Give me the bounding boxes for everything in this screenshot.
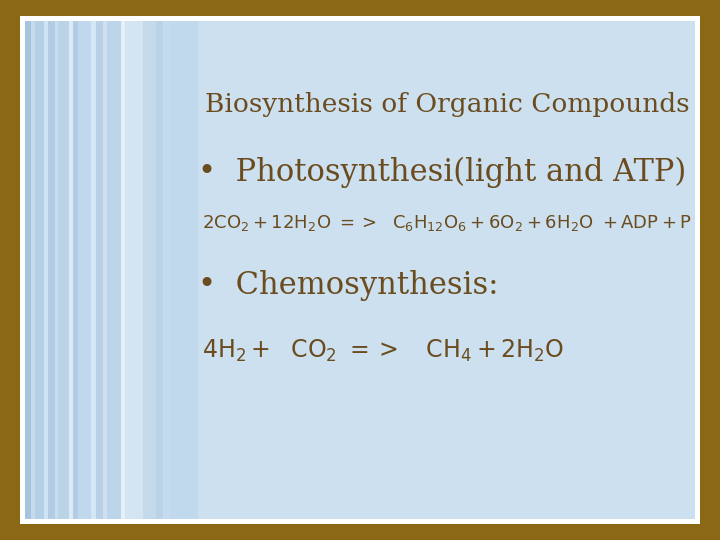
- Text: Biosynthesis of Organic Compounds: Biosynthesis of Organic Compounds: [205, 92, 690, 117]
- Bar: [73, 21, 78, 519]
- Bar: [55, 21, 58, 519]
- Bar: [96, 21, 103, 519]
- Bar: [163, 21, 170, 519]
- Bar: [44, 21, 48, 519]
- Bar: [35, 21, 44, 519]
- Bar: [58, 21, 69, 519]
- Bar: [156, 21, 163, 519]
- Bar: [107, 21, 121, 519]
- Bar: [78, 21, 91, 519]
- Bar: [143, 21, 156, 519]
- Bar: [69, 21, 73, 519]
- Bar: [125, 21, 143, 519]
- Bar: [103, 21, 107, 519]
- Text: $\rm 2CO_2 + 12H_2O\ =>\ \ C_6H_{12}O_6 + 6O_2 + 6H_2O\ +ADP + P$: $\rm 2CO_2 + 12H_2O\ =>\ \ C_6H_{12}O_6 …: [202, 213, 692, 233]
- Text: $\rm 4H_2 +\ \ CO_2\ =>\ \ \ CH_4 + 2H_2O$: $\rm 4H_2 +\ \ CO_2\ =>\ \ \ CH_4 + 2H_2…: [202, 338, 564, 364]
- Bar: [48, 21, 55, 519]
- Bar: [31, 21, 35, 519]
- Text: •  Chemosynthesis:: • Chemosynthesis:: [198, 270, 498, 301]
- Bar: [25, 21, 31, 519]
- Bar: [91, 21, 96, 519]
- Bar: [121, 21, 125, 519]
- Text: •  Photosynthesi(light and ATP): • Photosynthesi(light and ATP): [198, 157, 686, 188]
- Bar: [25, 21, 198, 519]
